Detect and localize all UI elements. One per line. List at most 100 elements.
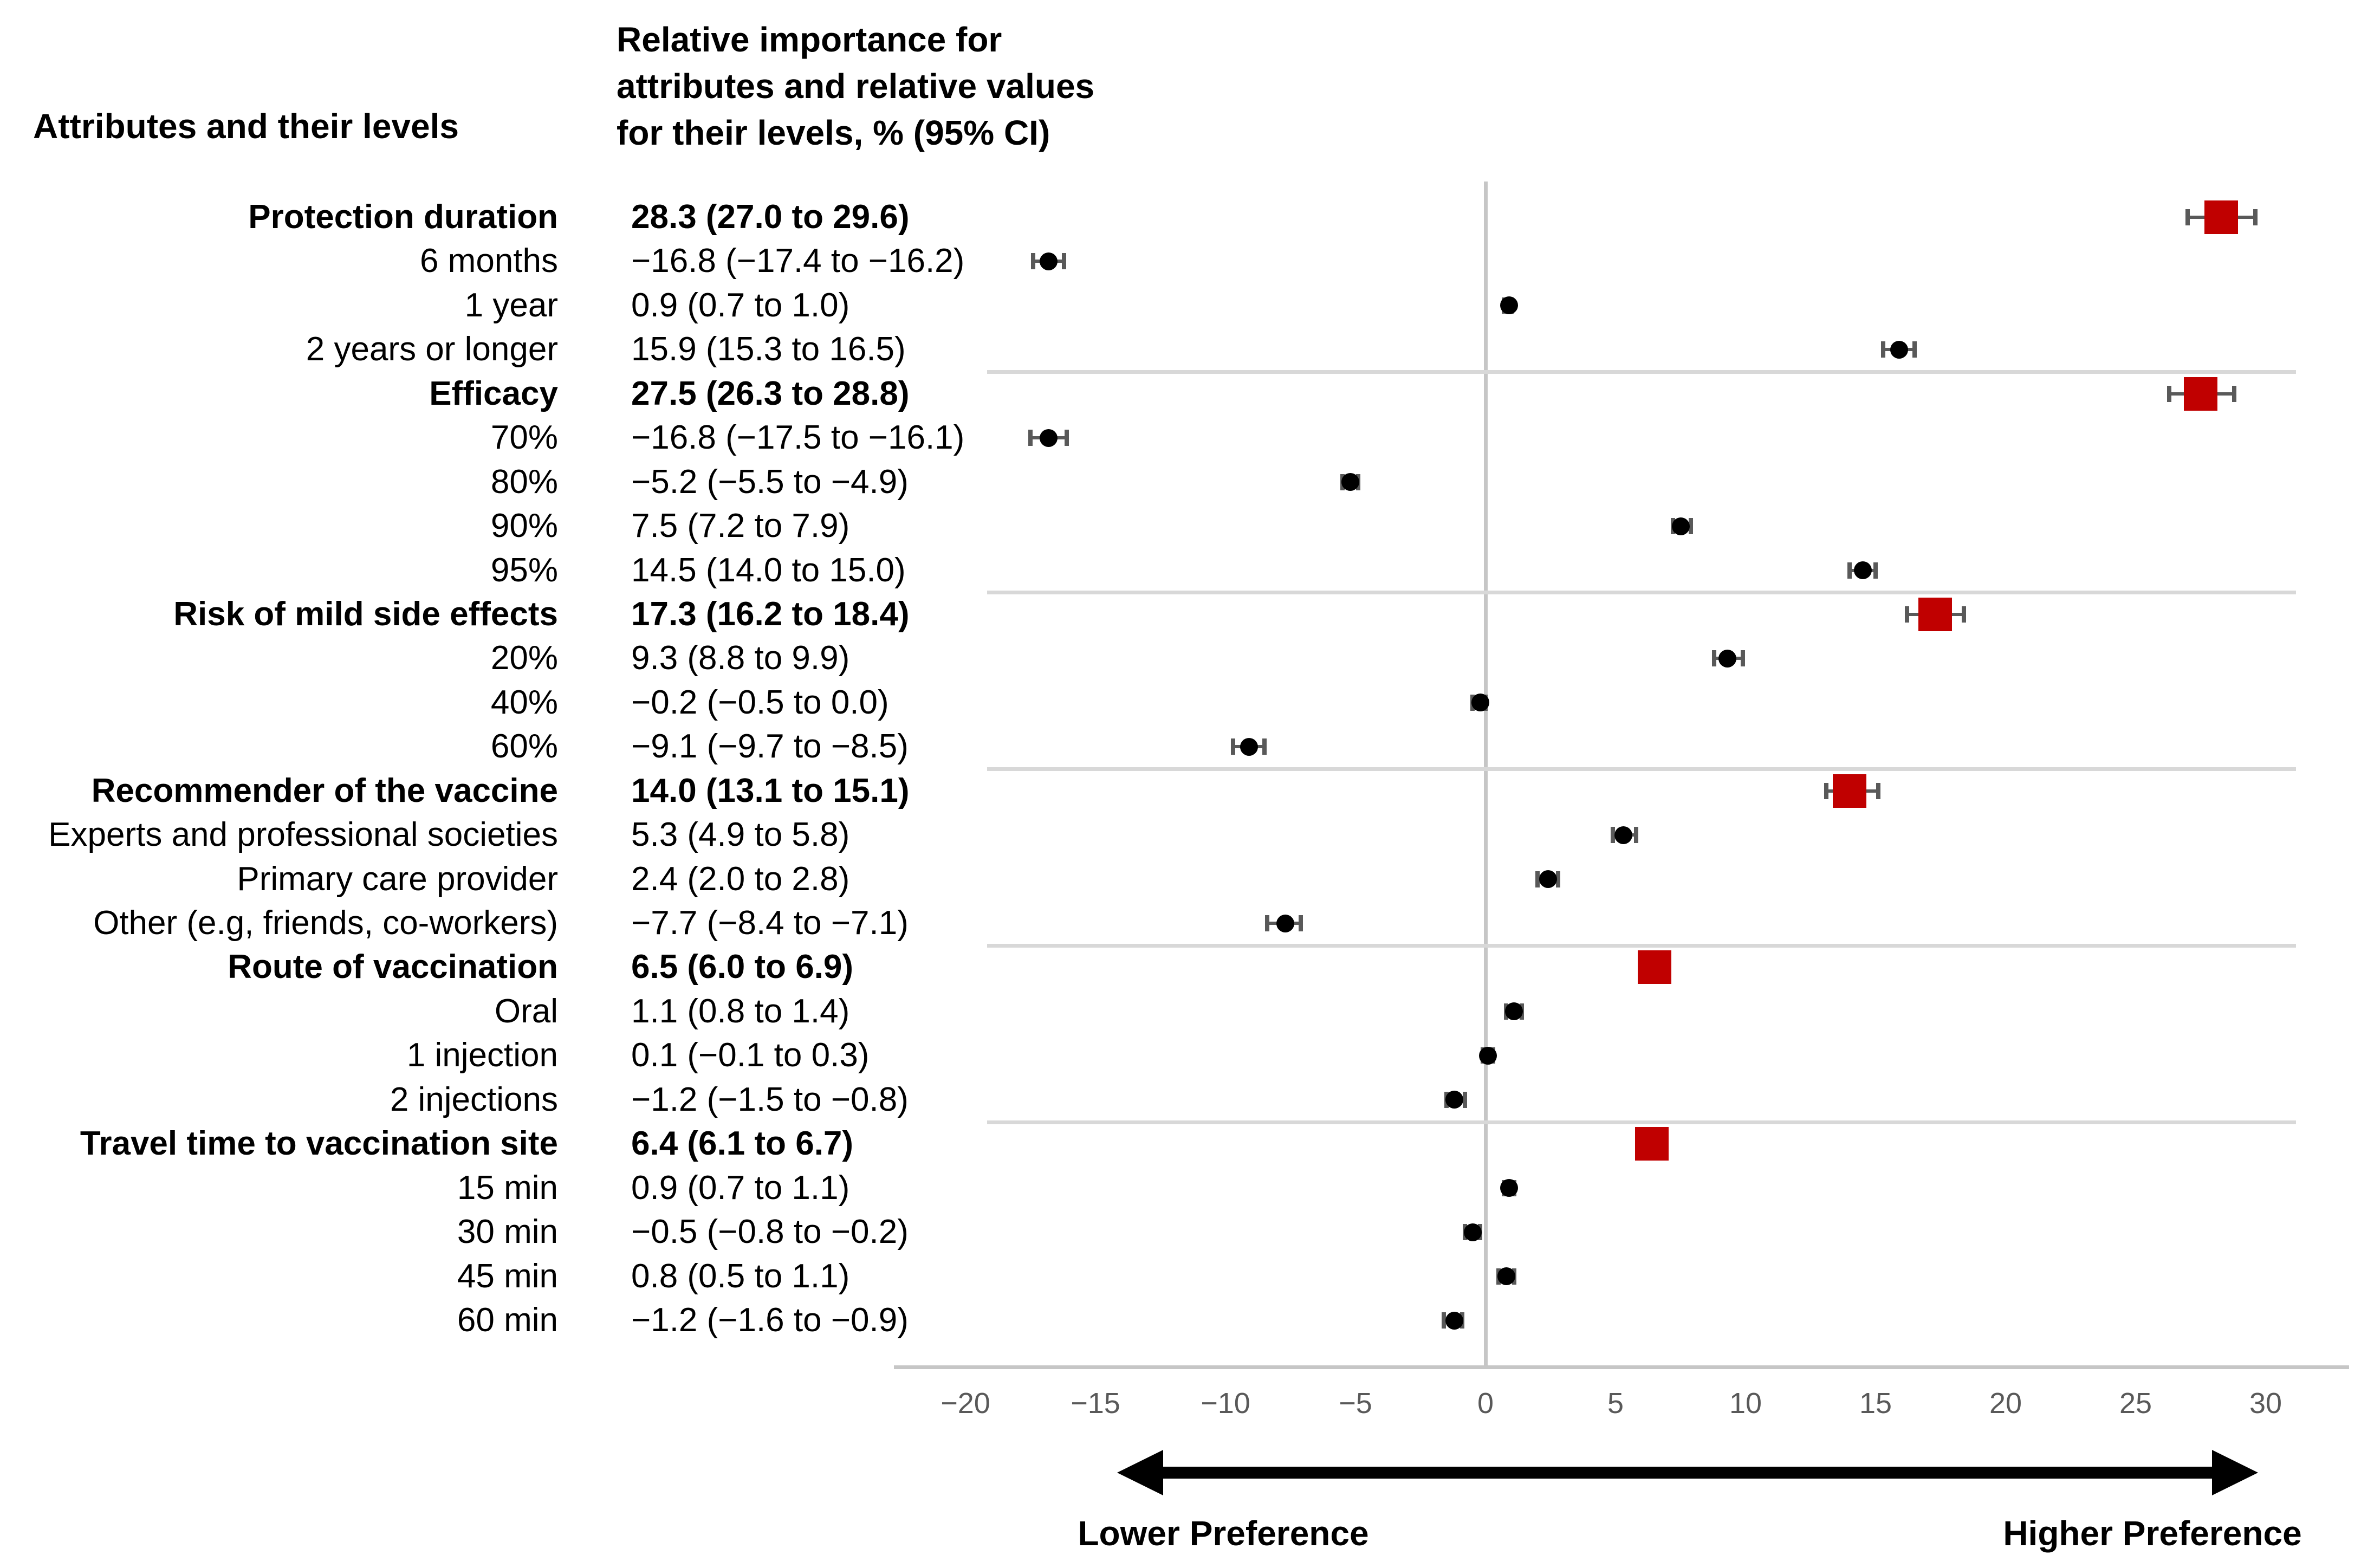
level-value-marker bbox=[1500, 1179, 1518, 1197]
level-value-ci: 14.5 (14.0 to 15.0) bbox=[631, 551, 906, 589]
x-axis-tick-label: 20 bbox=[1989, 1387, 2022, 1420]
level-label: 80% bbox=[490, 463, 558, 501]
level-label: 30 min bbox=[457, 1213, 558, 1251]
error-bar-cap-left bbox=[1231, 738, 1236, 755]
level-label: 1 year bbox=[464, 286, 558, 324]
error-bar-cap-left bbox=[1847, 562, 1852, 579]
attribute-label: Risk of mild side effects bbox=[173, 595, 558, 633]
error-bar-cap-left bbox=[2167, 385, 2172, 402]
error-bar-cap-left bbox=[1442, 1312, 1447, 1329]
x-axis-tick-label: 10 bbox=[1729, 1387, 1762, 1420]
error-bar-cap-right bbox=[1299, 915, 1303, 932]
level-value-marker bbox=[1671, 517, 1690, 535]
attribute-importance-marker bbox=[1638, 950, 1671, 984]
level-value-ci: 0.9 (0.7 to 1.1) bbox=[631, 1169, 850, 1207]
error-bar-cap-left bbox=[2185, 209, 2190, 225]
level-value-ci: −16.8 (−17.4 to −16.2) bbox=[631, 242, 965, 280]
error-bar-cap-right bbox=[1262, 738, 1267, 755]
error-bar-cap-left bbox=[1904, 606, 1909, 623]
level-value-marker bbox=[1341, 473, 1359, 491]
level-label: Other (e.g, friends, co-workers) bbox=[93, 904, 558, 942]
level-label: 45 min bbox=[457, 1257, 558, 1295]
values-column-header-line3: for their levels, % (95% CI) bbox=[617, 113, 1050, 152]
level-label: 40% bbox=[490, 683, 558, 721]
level-value-marker bbox=[1240, 737, 1258, 756]
error-bar-cap-right bbox=[1873, 562, 1878, 579]
level-value-marker bbox=[1445, 1091, 1463, 1109]
higher-preference-label: Higher Preference bbox=[2003, 1514, 2302, 1553]
attribute-importance-marker bbox=[2184, 377, 2217, 411]
attribute-label: Recommender of the vaccine bbox=[91, 772, 558, 809]
attributes-column-header: Attributes and their levels bbox=[33, 107, 459, 146]
level-label: 95% bbox=[490, 551, 558, 589]
level-value-marker bbox=[1463, 1223, 1482, 1241]
group-separator-line bbox=[987, 370, 2296, 374]
level-label: Oral bbox=[494, 992, 558, 1030]
level-value-marker bbox=[1718, 649, 1736, 668]
level-value-ci: 2.4 (2.0 to 2.8) bbox=[631, 860, 850, 898]
level-label: Experts and professional societies bbox=[48, 816, 558, 854]
level-value-ci: −1.2 (−1.6 to −0.9) bbox=[631, 1301, 909, 1339]
level-value-marker bbox=[1853, 561, 1872, 580]
level-label: 2 years or longer bbox=[306, 331, 558, 368]
error-bar-cap-right bbox=[1876, 782, 1880, 799]
level-value-ci: 5.3 (4.9 to 5.8) bbox=[631, 816, 850, 854]
x-axis-tick-label: −5 bbox=[1339, 1387, 1372, 1420]
x-axis-tick-label: −15 bbox=[1071, 1387, 1120, 1420]
level-label: 15 min bbox=[457, 1169, 558, 1207]
error-bar-cap-right bbox=[1634, 827, 1639, 844]
level-value-marker bbox=[1445, 1311, 1463, 1330]
level-label: 2 injections bbox=[390, 1080, 558, 1118]
level-value-marker bbox=[1614, 826, 1632, 844]
attribute-value-ci: 27.5 (26.3 to 28.8) bbox=[631, 374, 910, 412]
attribute-importance-marker bbox=[1635, 1127, 1669, 1161]
attribute-importance-marker bbox=[2204, 200, 2239, 234]
x-axis-line bbox=[894, 1365, 2349, 1369]
level-value-marker bbox=[1539, 870, 1557, 889]
level-label: 1 injection bbox=[406, 1036, 558, 1074]
error-bar-cap-right bbox=[1741, 650, 1746, 667]
error-bar-cap-left bbox=[1611, 827, 1616, 844]
values-column-header-line2: attributes and relative values bbox=[617, 67, 1095, 106]
level-value-marker bbox=[1505, 1002, 1523, 1021]
preference-arrow-right-head bbox=[2212, 1450, 2258, 1495]
error-bar-cap-left bbox=[1030, 253, 1035, 270]
attribute-label: Efficacy bbox=[429, 374, 558, 412]
attribute-value-ci: 17.3 (16.2 to 18.4) bbox=[631, 595, 910, 633]
group-separator-line bbox=[987, 767, 2296, 771]
preference-arrow-left-head bbox=[1117, 1450, 1163, 1495]
zero-reference-line bbox=[1484, 182, 1488, 1365]
level-label: Primary care provider bbox=[237, 860, 558, 898]
level-value-ci: 15.9 (15.3 to 16.5) bbox=[631, 331, 906, 368]
attribute-label: Route of vaccination bbox=[228, 948, 558, 986]
level-value-ci: 0.1 (−0.1 to 0.3) bbox=[631, 1036, 870, 1074]
attribute-value-ci: 6.5 (6.0 to 6.9) bbox=[631, 948, 854, 986]
error-bar-cap-right bbox=[1689, 518, 1694, 535]
attribute-importance-marker bbox=[1918, 597, 1953, 631]
error-bar-cap-left bbox=[1881, 341, 1886, 358]
attribute-label: Protection duration bbox=[248, 198, 558, 236]
x-axis-tick-label: 30 bbox=[2249, 1387, 2282, 1420]
lower-preference-label: Lower Preference bbox=[1078, 1514, 1369, 1553]
level-value-ci: −5.2 (−5.5 to −4.9) bbox=[631, 463, 909, 501]
level-value-ci: 9.3 (8.8 to 9.9) bbox=[631, 639, 850, 677]
error-bar-cap-left bbox=[1535, 871, 1540, 887]
values-column-header-line1: Relative importance for bbox=[617, 20, 1002, 59]
x-axis-tick-label: −10 bbox=[1201, 1387, 1250, 1420]
attribute-importance-marker bbox=[1833, 774, 1866, 808]
group-separator-line bbox=[987, 591, 2296, 595]
error-bar-cap-right bbox=[1065, 430, 1069, 446]
level-label: 70% bbox=[490, 419, 558, 457]
level-value-marker bbox=[1040, 252, 1058, 270]
attribute-label: Travel time to vaccination site bbox=[80, 1125, 558, 1163]
attribute-value-ci: 14.0 (13.1 to 15.1) bbox=[631, 772, 910, 809]
level-value-ci: 7.5 (7.2 to 7.9) bbox=[631, 507, 850, 545]
level-value-marker bbox=[1497, 1267, 1515, 1286]
error-bar-cap-right bbox=[1962, 606, 1967, 623]
level-value-marker bbox=[1040, 429, 1058, 447]
level-value-ci: −7.7 (−8.4 to −7.1) bbox=[631, 904, 909, 942]
level-value-ci: −0.5 (−0.8 to −0.2) bbox=[631, 1213, 909, 1251]
level-value-marker bbox=[1500, 296, 1518, 315]
x-axis-tick-label: 25 bbox=[2119, 1387, 2152, 1420]
